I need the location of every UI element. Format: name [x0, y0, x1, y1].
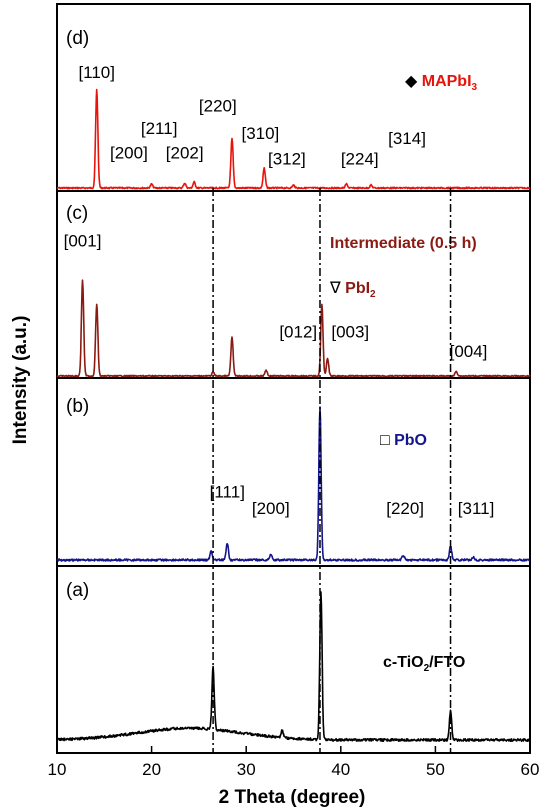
y-axis-title: Intensity (a.u.): [10, 316, 31, 445]
peak-label-d-1: [200]: [110, 144, 148, 163]
peak-label-b-1: [200]: [252, 499, 290, 518]
peak-label-b-3: [311]: [458, 499, 495, 518]
peak-label-c-3: [004]: [450, 342, 488, 361]
peak-label-d-6: [312]: [268, 149, 306, 168]
panel-a: (a) c-TiO2/FTO: [56, 565, 531, 754]
legend-a-0: c-TiO2/FTO: [383, 654, 465, 674]
peak-label-c-1: [012]: [279, 323, 317, 342]
panel-c-label: (c): [66, 203, 88, 224]
peak-label-b-2: [220]: [386, 499, 424, 518]
x-tick-label-5: 60: [521, 760, 540, 779]
series-a-pattern: [56, 591, 531, 742]
peak-label-d-8: [314]: [388, 129, 426, 148]
x-tick-label-2: 30: [237, 760, 256, 779]
peak-label-d-3: [202]: [166, 144, 204, 163]
peak-label-c-0: [001]: [64, 231, 102, 250]
x-tick-label-1: 20: [142, 760, 161, 779]
annotations-layer: [110][200][211][202][220][310][312] [224]…: [64, 63, 495, 518]
x-tick-label-0: 10: [48, 760, 67, 779]
legend-c-0: Intermediate (0.5 h): [330, 235, 477, 252]
peak-label-d-7: [224]: [341, 149, 379, 168]
x-axis: 10 20 30 40 50 60: [48, 746, 540, 779]
panel-b-frame: [56, 377, 531, 567]
series-b-pattern: [56, 406, 531, 562]
panels-layer: (d) ◆ MAPbI3 (c) Intermediate (0.5 h) ∇ PbI2…: [56, 3, 531, 754]
legend-b-0: □ PbO: [380, 432, 427, 449]
legend-d-0: ◆ MAPbI3: [405, 73, 478, 93]
peak-label-d-4: [220]: [199, 97, 237, 116]
legend-c-1: ∇ PbI2: [329, 280, 376, 300]
panel-b-label: (b): [66, 396, 89, 417]
peak-label-d-5: [310]: [241, 124, 279, 143]
peak-label-b-0: [111]: [210, 482, 245, 501]
peak-label-d-2: [211]: [141, 119, 178, 138]
panel-d-label: (d): [66, 28, 89, 49]
peak-label-d-0: [110]: [78, 63, 115, 82]
peak-label-c-2: [003]: [331, 323, 369, 342]
x-tick-label-3: 40: [331, 760, 350, 779]
x-axis-title: 2 Theta (degree): [219, 787, 366, 808]
panel-b: (b) □ PbO: [56, 377, 531, 567]
panel-a-frame: [56, 565, 531, 754]
series-d-pattern: [56, 88, 531, 190]
x-tick-label-4: 50: [426, 760, 445, 779]
panel-a-label: (a): [66, 580, 89, 601]
reference-lines: [212, 188, 452, 753]
